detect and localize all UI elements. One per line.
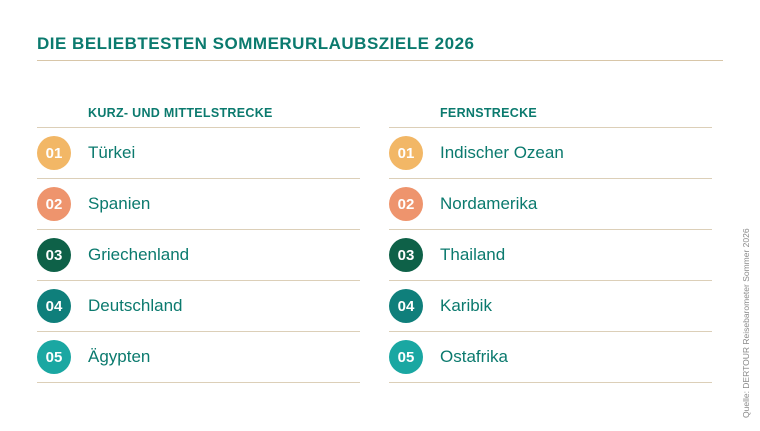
source-note: Quelle: DERTOUR Reisebarometer Sommer 20… [741,228,751,418]
destination-label: Nordamerika [440,194,538,213]
destination-label: Griechenland [88,245,190,264]
page-title: DIE BELIEBTESTEN SOMMERURLAUBSZIELE 2026 [37,34,475,53]
list-item: 02 Nordamerika [389,178,712,229]
list-item: 01 Indischer Ozean [389,127,712,178]
destination-label: Spanien [88,194,151,213]
rank-badge: 03 [389,238,423,272]
destination-label: Indischer Ozean [440,143,564,162]
rank-badge: 01 [389,136,423,170]
list-item: 03 Thailand [389,229,712,280]
title-divider [37,60,723,61]
list-item: 04 Deutschland [37,280,360,331]
list-item: 05 Ostafrika [389,331,712,383]
list-item: 04 Karibik [389,280,712,331]
rank-badge: 02 [37,187,71,221]
destination-label: Ägypten [88,347,151,366]
rank-badge: 04 [389,289,423,323]
rank-badge: 01 [37,136,71,170]
destination-label: Ostafrika [440,347,509,366]
destination-label: Karibik [440,296,492,315]
short-medium-haul-heading: KURZ- UND MITTELSTRECKE [88,106,273,120]
rank-badge: 05 [37,340,71,374]
long-haul-heading: FERNSTRECKE [440,106,538,120]
list-item: 02 Spanien [37,178,360,229]
rank-badge: 04 [37,289,71,323]
rank-badge: 02 [389,187,423,221]
short-medium-haul-list: KURZ- UND MITTELSTRECKE 01 Türkei 02 Spa… [37,103,360,383]
destination-label: Türkei [88,143,136,162]
rank-badge: 03 [37,238,71,272]
destination-label: Thailand [440,245,506,264]
long-haul-list: FERNSTRECKE 01 Indischer Ozean 02 Nordam… [389,103,712,383]
list-item: 03 Griechenland [37,229,360,280]
rank-badge: 05 [389,340,423,374]
destination-label: Deutschland [88,296,183,315]
list-item: 01 Türkei [37,127,360,178]
list-item: 05 Ägypten [37,331,360,383]
